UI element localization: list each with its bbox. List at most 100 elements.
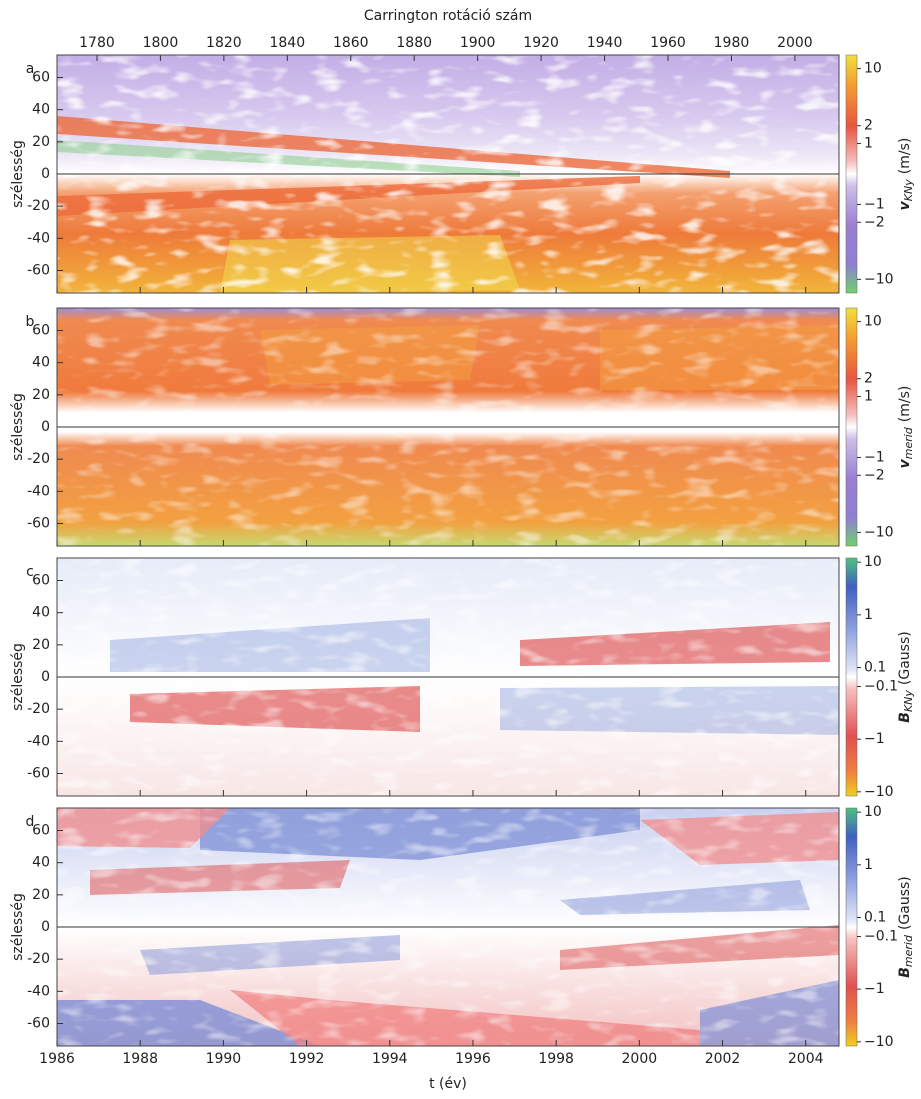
y-tick-label: -60	[27, 262, 50, 278]
y-axis-label: szélesség	[10, 893, 26, 961]
x-tick-label: 1990	[206, 1051, 242, 1067]
colorbar-tick-label: 0.1	[864, 910, 886, 926]
y-tick-label: 0	[41, 919, 50, 935]
y-axis-label: szélesség	[10, 393, 26, 461]
colorbar-tick-label: −1	[864, 731, 885, 747]
x-tick-label: 2002	[705, 1051, 741, 1067]
x2-axis-label: Carrington rotáció szám	[364, 8, 532, 24]
y-tick-label: -20	[27, 198, 50, 214]
colorbar-unit: (Gauss)	[897, 876, 913, 930]
x2-tick-label: 1940	[587, 35, 623, 51]
colorbar-symbol: v	[897, 200, 913, 210]
panel-label: b	[26, 314, 35, 330]
x2-tick-label: 2000	[777, 35, 813, 51]
colorbar-tick-label: −10	[864, 784, 894, 800]
y-tick-label: -20	[27, 951, 50, 967]
x-tick-label: 1988	[122, 1051, 158, 1067]
colorbar-tick-label: −10	[864, 524, 894, 540]
colorbar-subscript: merid	[902, 934, 915, 967]
x2-tick-label: 1820	[206, 35, 242, 51]
colorbar-subscript: KNy	[902, 179, 915, 201]
colorbar-tick-label: 1	[864, 607, 873, 623]
colorbar-label: vKNy (m/s)	[897, 138, 915, 211]
x2-tick-label: 1880	[396, 35, 432, 51]
y-tick-label: 0	[41, 166, 50, 182]
colorbar-subscript: KNy	[902, 690, 915, 712]
colorbar-tick-label: 2	[864, 371, 873, 387]
colorbar-tick-label: −1	[864, 196, 885, 212]
x2-tick-label: 1780	[79, 35, 115, 51]
colorbar	[845, 54, 858, 294]
y-tick-label: 20	[32, 134, 50, 150]
y-tick-label: -40	[27, 733, 50, 749]
colorbar-tick-label: −0.1	[864, 928, 898, 944]
y-axis-label: szélesség	[10, 140, 26, 208]
y-tick-label: 60	[32, 70, 50, 86]
x2-tick-label: 1860	[333, 35, 369, 51]
y-tick-label: -60	[27, 765, 50, 781]
colorbar-tick-label: −1	[864, 981, 885, 997]
x2-tick-label: 1980	[714, 35, 750, 51]
y-tick-label: 20	[32, 887, 50, 903]
colorbar	[845, 557, 858, 797]
colorbar-tick-label: 10	[864, 804, 882, 820]
x-axis-label: t (év)	[429, 1076, 467, 1092]
colorbar-tick-label: −2	[864, 214, 885, 230]
panel-label: a	[26, 61, 35, 77]
y-tick-label: -60	[27, 1015, 50, 1031]
y-tick-label: -20	[27, 451, 50, 467]
colorbar-tick-label: 1	[864, 389, 873, 405]
colorbar-tick-label: 10	[864, 61, 882, 77]
colorbar-unit: (m/s)	[897, 386, 913, 423]
x2-tick-label: 1920	[523, 35, 559, 51]
y-tick-label: 60	[32, 573, 50, 589]
y-tick-label: 0	[41, 669, 50, 685]
colorbar-tick-label: −2	[864, 467, 885, 483]
x-tick-label: 1998	[538, 1051, 574, 1067]
colorbar	[845, 807, 858, 1047]
y-tick-label: -60	[27, 515, 50, 531]
x-tick-label: 2004	[788, 1051, 824, 1067]
colorbar-tick-label: 1	[864, 857, 873, 873]
y-tick-label: -20	[27, 701, 50, 717]
colorbar-subscript: merid	[902, 426, 915, 459]
colorbar-unit: (Gauss)	[897, 631, 913, 685]
x-tick-label: 1994	[372, 1051, 408, 1067]
colorbar-label: BKNy (Gauss)	[897, 631, 915, 722]
x2-tick-label: 1800	[143, 35, 179, 51]
y-tick-label: 20	[32, 637, 50, 653]
y-tick-label: 60	[32, 823, 50, 839]
colorbar-unit: (m/s)	[897, 138, 913, 175]
colorbar-tick-label: −10	[864, 1034, 894, 1050]
y-axis-label: szélesség	[10, 643, 26, 711]
colorbar	[845, 307, 858, 547]
colorbar-symbol: B	[897, 712, 913, 723]
colorbar-tick-label: 10	[864, 554, 882, 570]
colorbar-tick-label: −0.1	[864, 678, 898, 694]
x2-tick-label: 1960	[650, 35, 686, 51]
y-tick-label: -40	[27, 230, 50, 246]
colorbar-label: Bmerid (Gauss)	[897, 876, 915, 978]
panel-label: c	[26, 564, 34, 580]
colorbar-symbol: B	[897, 967, 913, 978]
y-tick-label: -40	[27, 983, 50, 999]
x-tick-label: 1996	[455, 1051, 491, 1067]
x2-tick-label: 1900	[460, 35, 496, 51]
x2-tick-label: 1840	[269, 35, 305, 51]
y-tick-label: 40	[32, 605, 50, 621]
y-tick-label: 40	[32, 102, 50, 118]
colorbar-tick-label: −1	[864, 449, 885, 465]
panel-label: d	[26, 814, 35, 830]
y-tick-label: 40	[32, 855, 50, 871]
y-tick-label: 60	[32, 323, 50, 339]
x-tick-label: 1992	[289, 1051, 325, 1067]
y-tick-label: 20	[32, 387, 50, 403]
colorbar-tick-label: −10	[864, 271, 894, 287]
colorbar-tick-label: 1	[864, 136, 873, 152]
colorbar-tick-label: 10	[864, 314, 882, 330]
colorbar-label: vmerid (m/s)	[897, 386, 915, 469]
y-tick-label: -40	[27, 483, 50, 499]
colorbar-symbol: v	[897, 458, 913, 468]
